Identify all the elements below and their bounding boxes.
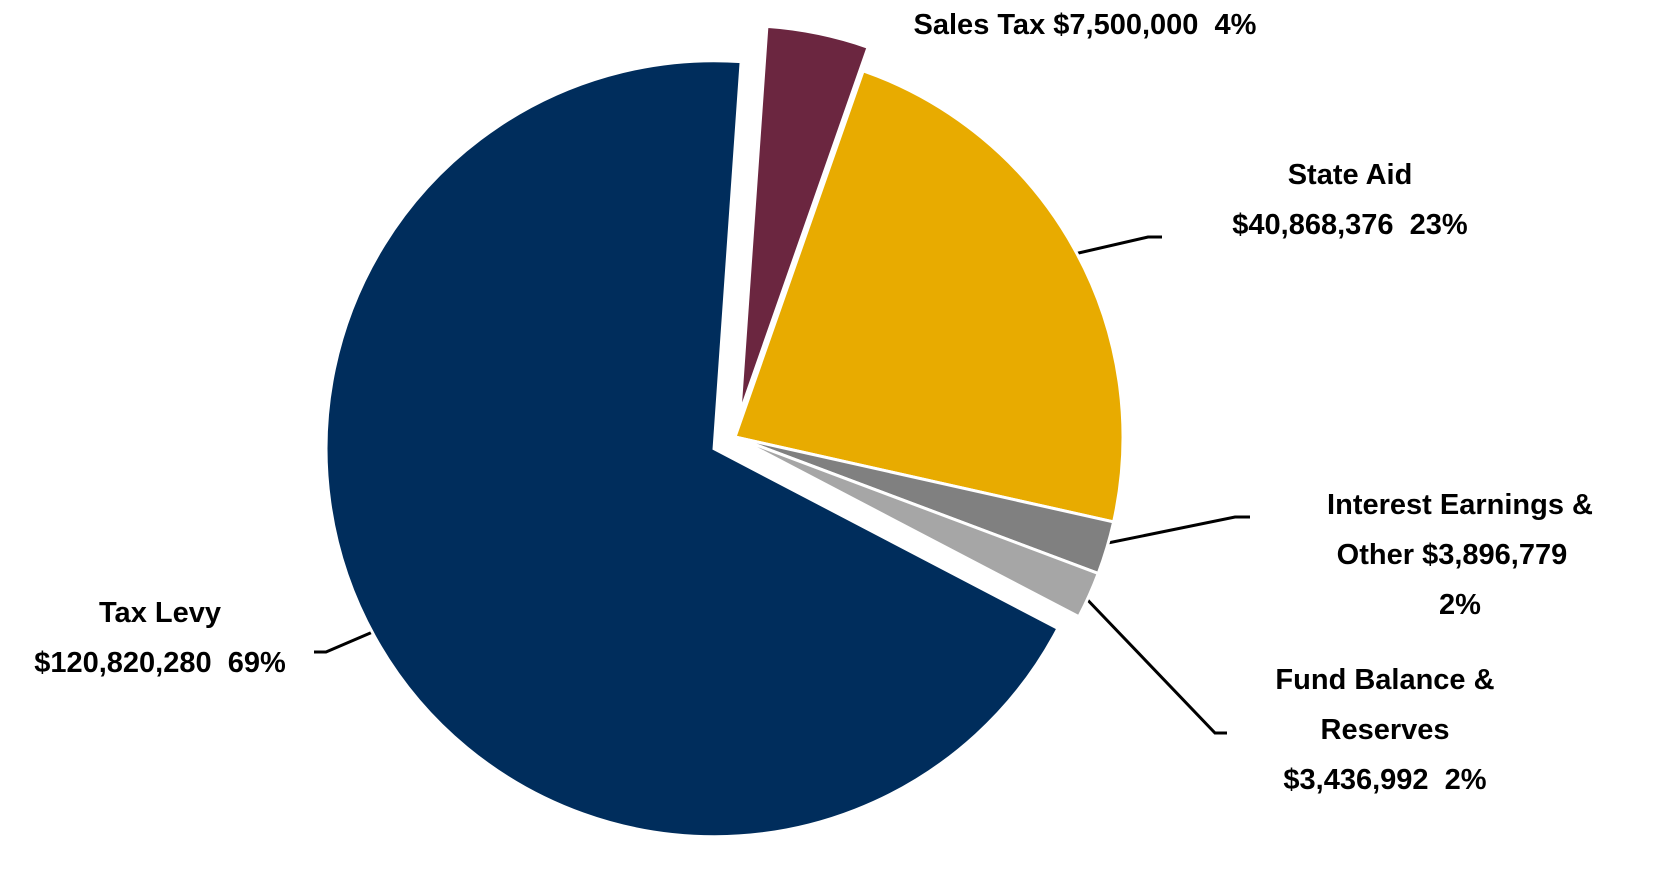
- category-label: Sales Tax: [913, 9, 1046, 41]
- leader-line: [314, 626, 383, 654]
- pie-slice: [738, 24, 870, 414]
- data-label: Sales Tax $7,500,000 4%: [850, 0, 1320, 50]
- value-label: $3,436,992: [1283, 764, 1429, 796]
- value-label: $120,820,280: [34, 647, 212, 679]
- pie-slice: [733, 68, 1125, 524]
- data-label: State Aid $40,868,376 23%: [1150, 150, 1550, 250]
- category-label: Interest Earnings & Other: [1327, 489, 1593, 571]
- data-label: Interest Earnings & Other $3,896,779 2%: [1290, 480, 1630, 630]
- value-label: $7,500,000: [1053, 9, 1199, 41]
- percent-label: 2%: [1439, 589, 1481, 621]
- category-label: Tax Levy: [99, 597, 221, 629]
- data-label: Tax Levy $120,820,280 69%: [0, 588, 320, 688]
- percent-label: 4%: [1214, 9, 1257, 41]
- data-label: Fund Balance & Reserves $3,436,992 2%: [1250, 655, 1520, 805]
- leader-line: [1097, 515, 1250, 547]
- leader-line: [1069, 235, 1162, 257]
- percent-label: 69%: [227, 647, 286, 679]
- value-label: $40,868,376: [1232, 209, 1394, 241]
- leader-line: [1078, 590, 1227, 735]
- category-label: Fund Balance & Reserves: [1275, 664, 1495, 746]
- pie-slice: [734, 435, 1101, 619]
- percent-label: 2%: [1444, 764, 1487, 796]
- category-label: State Aid: [1287, 159, 1413, 191]
- pie-slice: [324, 59, 1060, 839]
- percent-label: 23%: [1409, 209, 1468, 241]
- value-label: $3,896,779: [1422, 539, 1568, 571]
